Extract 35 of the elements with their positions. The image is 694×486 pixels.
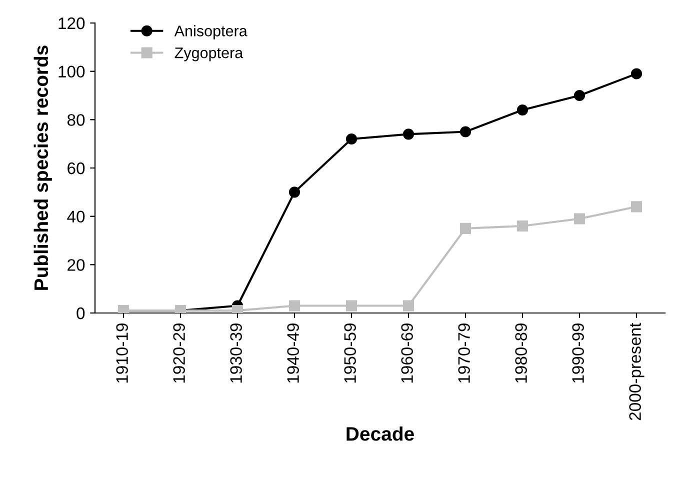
point: [402, 300, 414, 312]
point: [630, 68, 642, 80]
point: [346, 133, 358, 145]
y-axis-title: Published species records: [34, 46, 52, 290]
y-tick-label: 20: [68, 259, 85, 271]
x-tick-label: 1970-79: [458, 324, 470, 383]
y-tick-label: 40: [67, 210, 85, 223]
point: [630, 201, 642, 212]
x-tick-label: 1930-39: [230, 324, 242, 383]
point: [460, 222, 472, 234]
x-axis-title: Decade: [346, 426, 414, 441]
point: [574, 90, 586, 102]
y-tick-label: 120: [58, 17, 85, 30]
legend-label: Anisoptera: [174, 25, 248, 40]
y-tick-label: 60: [68, 162, 85, 174]
x-tick-label: 1940-49: [287, 324, 299, 383]
x-tick-label: 1980-89: [515, 324, 527, 383]
point: [402, 128, 414, 140]
y-tick-label: 80: [67, 114, 85, 126]
point: [516, 220, 528, 232]
x-tick-label: 1920-29: [173, 324, 185, 383]
point: [346, 300, 358, 312]
x-tick-label: 1910-19: [116, 324, 128, 383]
y-tick-label: 100: [58, 66, 85, 78]
x-tick-label: 1960-69: [401, 324, 413, 383]
x-tick-label: 1990-99: [572, 324, 584, 383]
x-tick-label: 2000-present: [629, 322, 644, 420]
point: [288, 186, 300, 198]
point: [516, 104, 528, 116]
point: [288, 300, 300, 312]
point: [574, 213, 586, 224]
legend-label: Zygoptera: [174, 48, 244, 62]
x-tick-label: 1950-59: [344, 324, 356, 383]
point: [460, 126, 472, 138]
y-tick-label: 0: [76, 307, 85, 320]
